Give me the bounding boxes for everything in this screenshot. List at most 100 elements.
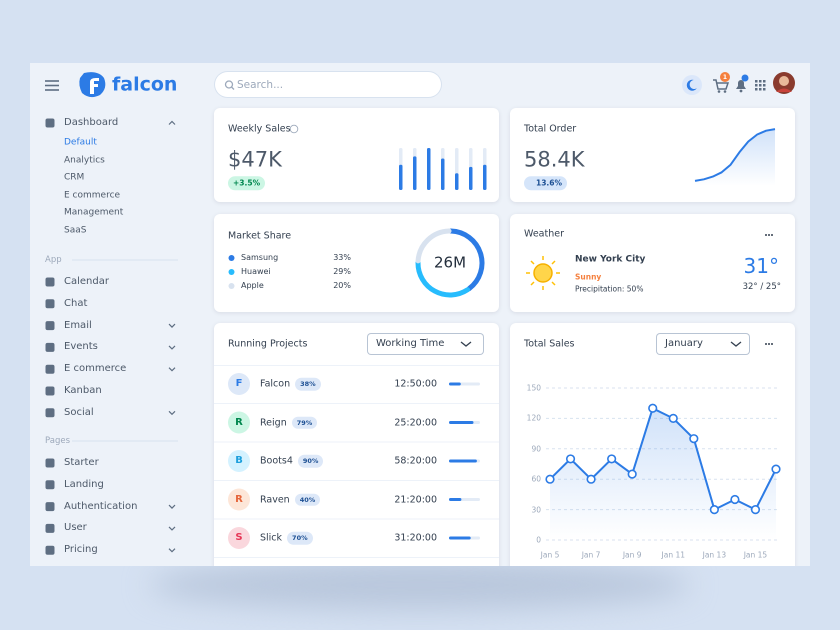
chevron-up[interactable] <box>168 120 176 125</box>
nav-icon <box>45 523 55 533</box>
project-avatar <box>228 527 250 549</box>
legend-label: Apple <box>241 281 264 290</box>
legend-value: 33% <box>333 253 351 262</box>
nav-item[interactable]: Starter <box>64 457 99 468</box>
working-time-select[interactable] <box>368 334 483 354</box>
weather-menu[interactable] <box>765 234 773 236</box>
frame-shadow <box>150 560 690 610</box>
point <box>586 474 596 484</box>
weather-temperature: 31° <box>743 254 779 278</box>
donut-segment <box>415 260 471 298</box>
theme-toggle[interactable] <box>682 75 702 95</box>
hamburger-icon[interactable] <box>45 80 59 91</box>
y-tick-label: 30 <box>531 504 541 514</box>
weather-condition: Sunny <box>575 272 602 282</box>
x-tick-label: Jan 9 <box>622 550 642 560</box>
nav-item[interactable]: Calendar <box>64 276 109 287</box>
sales-menu[interactable] <box>765 343 773 345</box>
x-tick-label: Jan 15 <box>743 550 768 560</box>
nav-icon <box>45 480 55 490</box>
x-tick-label: Jan 11 <box>661 550 686 560</box>
chevron-down[interactable] <box>168 410 176 416</box>
bar <box>413 156 417 190</box>
apps-icon[interactable] <box>755 80 766 91</box>
nav-subitem[interactable]: CRM <box>64 172 85 183</box>
progress-badge: 40% <box>294 493 321 506</box>
nav-icon <box>45 321 55 331</box>
donut-segment <box>415 228 452 264</box>
nav-subitem[interactable]: Default <box>64 137 97 148</box>
x-tick-label: Jan 13 <box>702 550 727 560</box>
area <box>695 129 775 186</box>
nav-subitem[interactable]: E commerce <box>64 190 121 200</box>
chevron-down[interactable] <box>168 367 176 372</box>
project-initial: R <box>235 493 243 505</box>
chevron-down[interactable] <box>168 526 176 531</box>
bar <box>455 173 459 190</box>
bell-icon[interactable] <box>736 80 746 89</box>
nav-item[interactable]: Landing <box>64 478 104 490</box>
project-name[interactable]: Raven <box>260 493 290 505</box>
project-name[interactable]: Slick <box>260 532 283 544</box>
card-title: Market Share <box>228 230 292 242</box>
nav-subitem[interactable]: SaaS <box>64 225 87 235</box>
search-icon <box>224 80 234 89</box>
chevron-down[interactable] <box>168 504 176 509</box>
project-initial: R <box>235 416 243 428</box>
select-value[interactable]: Working Time <box>376 338 445 349</box>
nav-item[interactable]: E commerce <box>64 363 127 375</box>
legend-value: 20% <box>333 281 351 290</box>
y-tick-label: 60 <box>531 474 541 484</box>
nav-item[interactable]: Email <box>64 319 92 331</box>
nav-icon <box>45 118 55 128</box>
nav-icon <box>45 458 55 468</box>
project-name[interactable]: Boots4 <box>260 455 293 467</box>
weather-precipitation: Precipitation: 50% <box>575 284 644 294</box>
chevron-down[interactable] <box>168 345 176 350</box>
nav-subitem[interactable]: Analytics <box>64 155 105 165</box>
project-name[interactable]: Falcon <box>260 378 291 390</box>
cart-badge <box>720 72 730 82</box>
nav-item[interactable]: Pricing <box>64 544 98 556</box>
point <box>709 505 719 515</box>
search-box[interactable] <box>215 72 441 97</box>
nav-subitem[interactable]: Management <box>64 207 124 218</box>
month-select[interactable] <box>657 334 749 354</box>
nav-item[interactable]: Events <box>64 341 98 353</box>
progress-badge: 38% <box>295 377 321 391</box>
nav-icon <box>45 386 55 396</box>
sidebar-section-title: App <box>45 254 62 265</box>
bar <box>483 164 487 190</box>
nav-item[interactable]: Dashboard <box>64 117 119 128</box>
nav-item[interactable]: Authentication <box>64 500 138 512</box>
bar <box>469 166 473 190</box>
donut-total: 26M <box>433 253 467 272</box>
nav-item[interactable]: Chat <box>64 297 88 309</box>
x-tick-label: Jan 7 <box>581 550 601 560</box>
project-time: 12:50:00 <box>394 378 437 390</box>
progress-bar <box>449 421 474 424</box>
donut-segment <box>448 228 485 292</box>
legend-label: Samsung <box>241 253 279 262</box>
nav-item[interactable]: Social <box>64 406 94 418</box>
logo-icon[interactable] <box>79 72 106 98</box>
nav-item[interactable]: Kanban <box>64 385 102 396</box>
weather-card <box>510 214 795 312</box>
brand-name[interactable]: falcon <box>112 73 178 96</box>
card-title: Total Sales <box>524 338 575 350</box>
nav-icon <box>45 299 55 309</box>
project-time: 31:20:00 <box>394 532 437 544</box>
search-placeholder[interactable]: Search... <box>237 78 284 91</box>
info-icon[interactable] <box>289 124 299 134</box>
chevron-down[interactable] <box>168 323 176 328</box>
y-tick-label: 0 <box>536 535 541 545</box>
select-value[interactable]: January <box>665 338 703 349</box>
y-tick-label: 90 <box>531 444 541 454</box>
chevron-down[interactable] <box>168 548 176 553</box>
project-avatar <box>228 450 250 472</box>
project-name[interactable]: Reign <box>260 416 287 428</box>
cart-icon[interactable] <box>713 79 730 90</box>
nav-item[interactable]: User <box>64 522 87 534</box>
kpi-value: 58.4K <box>524 147 585 172</box>
